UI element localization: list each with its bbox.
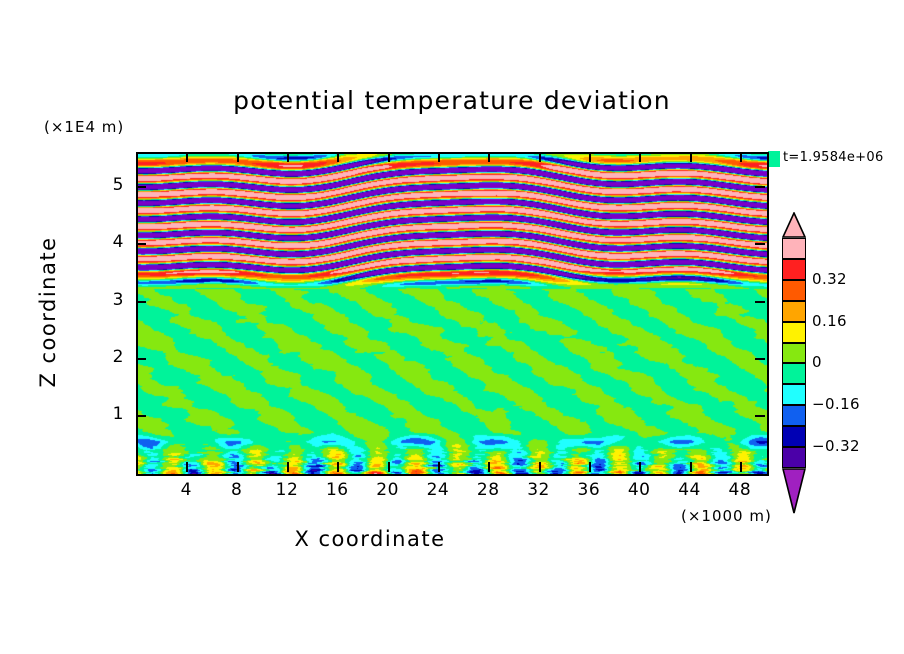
x-tick-mark bbox=[739, 462, 742, 472]
x-tick-label: 32 bbox=[527, 480, 550, 500]
colorbar: 0.32 0.16 0 −0.16 −0.32 bbox=[781, 211, 860, 514]
x-tick-mark bbox=[588, 462, 591, 472]
page-title: potential temperature deviation bbox=[233, 86, 671, 115]
x-tick-mark-top bbox=[689, 152, 692, 162]
x-tick-label: 28 bbox=[476, 480, 500, 500]
x-tick-mark bbox=[488, 462, 491, 472]
x-tick-mark bbox=[639, 462, 642, 472]
x-tick-mark bbox=[437, 462, 440, 472]
x-tick-mark bbox=[286, 462, 289, 472]
y-tick-label: 5 bbox=[112, 175, 124, 196]
colorbar-band bbox=[782, 342, 806, 364]
colorbar-band bbox=[782, 405, 806, 427]
y-tick-mark-right bbox=[755, 186, 765, 189]
x-tick-mark bbox=[689, 462, 692, 472]
x-tick-mark-top bbox=[488, 152, 491, 162]
x-tick-label: 48 bbox=[728, 480, 752, 500]
x-tick-mark bbox=[186, 462, 189, 472]
x-tick-mark-top bbox=[337, 152, 340, 162]
x-tick-mark-top bbox=[387, 152, 390, 162]
x-tick-label: 20 bbox=[376, 480, 399, 500]
colorbar-tick-label: 0.16 bbox=[812, 311, 847, 330]
x-tick-mark-top bbox=[186, 152, 189, 162]
x-tick-label: 8 bbox=[230, 480, 243, 500]
x-tick-mark-top bbox=[588, 152, 591, 162]
colorbar-band bbox=[782, 321, 806, 343]
y-tick-mark-right bbox=[755, 357, 765, 360]
y-tick-mark-right bbox=[755, 243, 765, 246]
x-axis-title: X coordinate bbox=[294, 527, 446, 551]
colorbar-band bbox=[782, 238, 806, 259]
x-tick-mark bbox=[387, 462, 390, 472]
colorbar-band bbox=[782, 426, 806, 448]
x-tick-mark bbox=[337, 462, 340, 472]
y-tick-mark-right bbox=[755, 414, 765, 417]
y-tick-mark bbox=[136, 243, 146, 246]
y-tick-label: 3 bbox=[112, 289, 124, 310]
colorbar-band bbox=[782, 279, 806, 301]
x-axis-unit-label: (×1000 m) bbox=[681, 507, 772, 525]
timestamp-color-swatch bbox=[768, 151, 780, 167]
x-tick-label: 40 bbox=[627, 480, 651, 500]
x-tick-mark-top bbox=[739, 152, 742, 162]
colorbar-tick-label: −0.32 bbox=[812, 437, 860, 456]
colorbar-tick-label: −0.16 bbox=[812, 395, 860, 414]
x-tick-mark-top bbox=[236, 152, 239, 162]
colorbar-band bbox=[782, 258, 806, 280]
y-tick-label: 1 bbox=[112, 403, 124, 424]
x-tick-mark-top bbox=[538, 152, 541, 162]
colorbar-band bbox=[782, 384, 806, 406]
x-tick-label: 16 bbox=[325, 480, 349, 500]
x-tick-label: 44 bbox=[678, 480, 701, 500]
colorbar-band bbox=[782, 300, 806, 322]
timestamp-label: t=1.9584e+06 bbox=[783, 150, 884, 165]
x-tick-label: 36 bbox=[577, 480, 601, 500]
x-tick-mark bbox=[236, 462, 239, 472]
colorbar-under-arrow bbox=[781, 468, 807, 514]
x-tick-mark bbox=[538, 462, 541, 472]
x-tick-mark-top bbox=[639, 152, 642, 162]
y-tick-label: 4 bbox=[112, 232, 124, 253]
x-tick-mark-top bbox=[437, 152, 440, 162]
y-axis-title: Z coordinate bbox=[36, 236, 60, 388]
colorbar-band bbox=[782, 447, 806, 468]
y-tick-mark bbox=[136, 186, 146, 189]
colorbar-tick-label: 0.32 bbox=[812, 269, 847, 288]
y-tick-mark bbox=[136, 357, 146, 360]
x-tick-label: 24 bbox=[426, 480, 450, 500]
x-tick-label: 12 bbox=[275, 480, 299, 500]
contour-plot-area bbox=[136, 152, 769, 476]
contour-field-canvas bbox=[138, 154, 767, 474]
y-tick-mark bbox=[136, 414, 146, 417]
colorbar-tick-label: 0 bbox=[812, 353, 822, 372]
y-tick-mark bbox=[136, 300, 146, 303]
x-tick-mark-top bbox=[286, 152, 289, 162]
x-tick-label: 4 bbox=[180, 480, 192, 500]
y-tick-mark-right bbox=[755, 300, 765, 303]
colorbar-band bbox=[782, 363, 806, 385]
colorbar-over-arrow bbox=[781, 211, 807, 238]
y-tick-label: 2 bbox=[112, 346, 124, 367]
y-axis-unit-label: (×1E4 m) bbox=[44, 118, 125, 136]
